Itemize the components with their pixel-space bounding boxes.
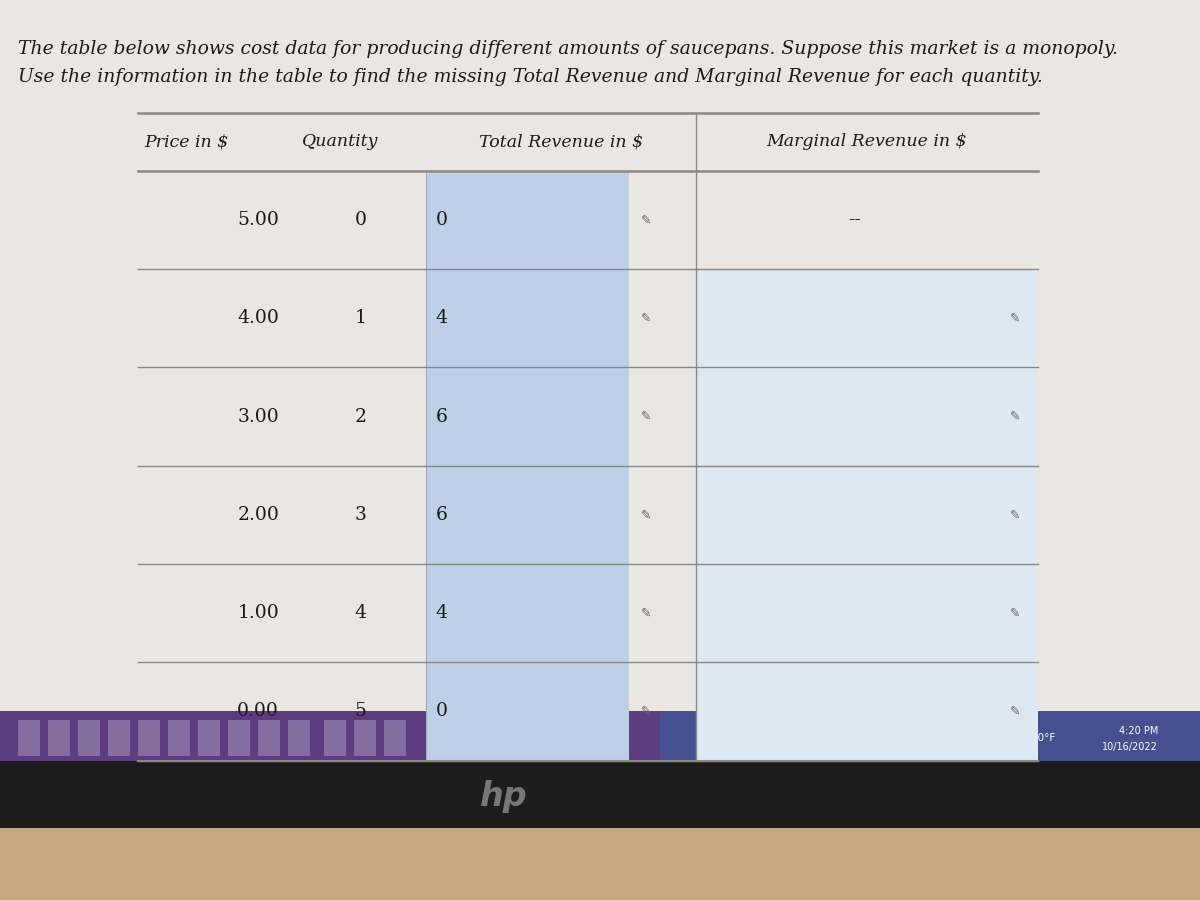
- Bar: [426, 564, 629, 662]
- Text: 4:20 PM: 4:20 PM: [1118, 725, 1158, 736]
- Bar: [18, 720, 40, 756]
- Text: 5: 5: [355, 702, 367, 720]
- Text: 6: 6: [436, 506, 448, 524]
- Bar: [660, 711, 1200, 760]
- Bar: [198, 720, 220, 756]
- Bar: [426, 367, 629, 466]
- Text: 6: 6: [436, 408, 448, 426]
- Text: ✎: ✎: [1009, 508, 1020, 521]
- Bar: [426, 269, 629, 367]
- Text: 3.00: 3.00: [238, 408, 280, 426]
- Text: 0: 0: [436, 702, 448, 720]
- Text: The table below shows cost data for producing different amounts of saucepans. Su: The table below shows cost data for prod…: [18, 40, 1118, 58]
- Text: Use the information in the table to find the missing Total Revenue and Marginal : Use the information in the table to find…: [18, 68, 1043, 86]
- Bar: [108, 720, 130, 756]
- Bar: [354, 720, 376, 756]
- Text: 4.00: 4.00: [238, 310, 280, 328]
- Text: Quantity: Quantity: [301, 133, 378, 150]
- Text: 1: 1: [355, 310, 367, 328]
- Text: 4: 4: [436, 310, 448, 328]
- Bar: [48, 720, 70, 756]
- Bar: [696, 466, 1038, 564]
- Bar: [384, 720, 406, 756]
- Bar: [0, 711, 1200, 760]
- Text: 4: 4: [436, 604, 448, 622]
- Text: ✎: ✎: [641, 705, 652, 718]
- Bar: [696, 269, 1038, 367]
- Bar: [696, 662, 1038, 760]
- Bar: [288, 720, 310, 756]
- Text: ✎: ✎: [1009, 705, 1020, 718]
- Bar: [696, 564, 1038, 662]
- Bar: [258, 720, 280, 756]
- Text: 0.00: 0.00: [238, 702, 280, 720]
- Text: ✎: ✎: [641, 213, 652, 227]
- Text: 2.00: 2.00: [238, 506, 280, 524]
- Text: 3: 3: [355, 506, 367, 524]
- Text: 1.00: 1.00: [238, 604, 280, 622]
- Bar: [168, 720, 190, 756]
- Text: ✎: ✎: [641, 312, 652, 325]
- Bar: [426, 662, 629, 760]
- Text: 4: 4: [355, 604, 367, 622]
- Text: Marginal Revenue in $: Marginal Revenue in $: [767, 133, 967, 150]
- Bar: [138, 720, 160, 756]
- Text: 10/16/2022: 10/16/2022: [1102, 742, 1158, 752]
- Text: ✎: ✎: [1009, 410, 1020, 423]
- Bar: [78, 720, 100, 756]
- Text: --: --: [848, 212, 862, 230]
- Bar: [0, 792, 1200, 900]
- Bar: [228, 720, 250, 756]
- Text: ✎: ✎: [1009, 607, 1020, 619]
- Bar: [426, 171, 629, 269]
- Bar: [426, 466, 629, 564]
- Text: 0: 0: [355, 212, 367, 230]
- Bar: [696, 367, 1038, 466]
- Text: ✎: ✎: [1009, 312, 1020, 325]
- Text: 0: 0: [436, 212, 448, 230]
- Text: 90°F: 90°F: [1032, 733, 1056, 743]
- Text: Total Revenue in $: Total Revenue in $: [479, 133, 643, 150]
- Text: Price in $: Price in $: [144, 133, 228, 150]
- Text: ✎: ✎: [641, 508, 652, 521]
- Text: 5.00: 5.00: [238, 212, 280, 230]
- Text: hp: hp: [480, 780, 528, 813]
- Text: ✎: ✎: [641, 410, 652, 423]
- Text: 2: 2: [355, 408, 367, 426]
- Bar: [324, 720, 346, 756]
- Text: ✎: ✎: [641, 607, 652, 619]
- Bar: [0, 738, 1200, 828]
